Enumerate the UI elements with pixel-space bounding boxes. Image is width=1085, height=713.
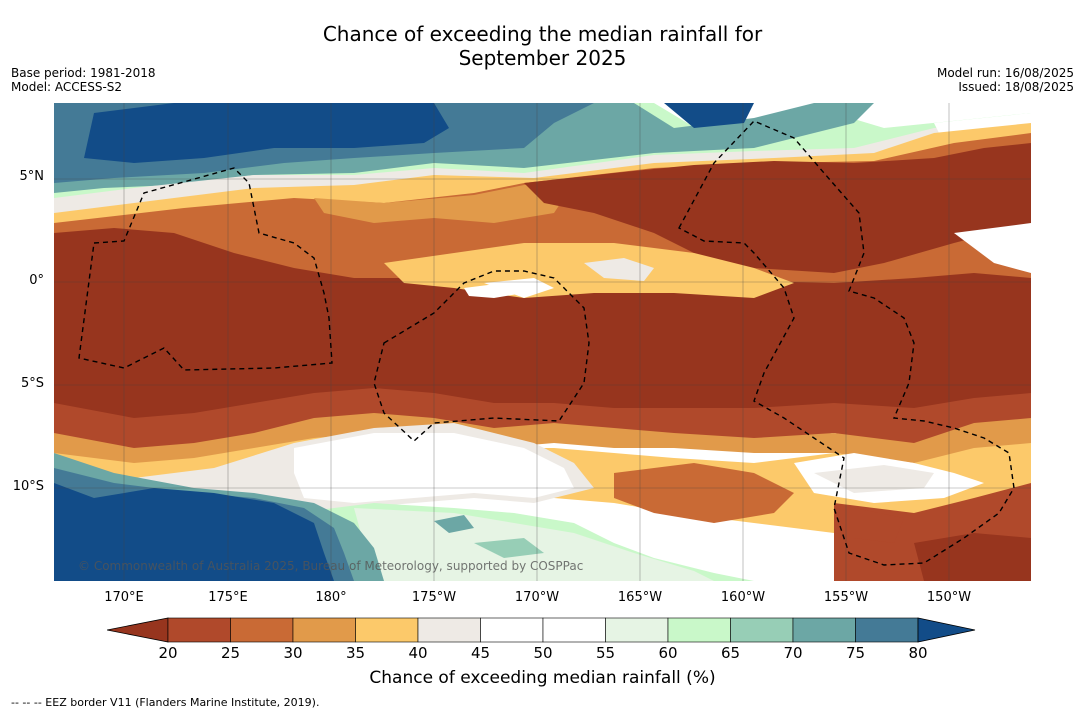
colorbar-segment — [667, 617, 731, 643]
region-orange-south — [54, 413, 1031, 468]
lat-label-0: 0° — [29, 273, 44, 288]
lat-label-5n: 5°N — [19, 169, 45, 184]
eez-border-east — [678, 120, 1015, 566]
lat-label-10s: 10°S — [12, 479, 44, 494]
colorbar — [107, 617, 976, 643]
region-orange-southeast — [614, 463, 794, 523]
eez-border-west — [78, 167, 333, 371]
colorbar-tick-label: 50 — [533, 644, 553, 662]
region-south-teal-patch — [434, 515, 474, 533]
colorbar-arrow-high — [917, 617, 976, 643]
lon-label-170w: 170°W — [514, 590, 560, 605]
colorbar-tick-label: 70 — [783, 644, 803, 662]
model-run-text: Model run: 16/08/2025 — [936, 66, 1074, 80]
region-north-darkblue — [84, 103, 449, 163]
region-darkred-west — [54, 228, 1031, 438]
map-title: Chance of exceeding the median rainfall … — [0, 22, 1085, 70]
colorbar-tick-label: 80 — [908, 644, 928, 662]
colorbar-segment — [292, 617, 356, 643]
lon-label-180: 180° — [315, 590, 347, 605]
colorbar-tick-label: 65 — [720, 644, 741, 662]
lat-label-5s: 5°S — [20, 376, 44, 391]
region-white-equator-3 — [484, 278, 554, 298]
region-beige-south-east — [814, 465, 934, 493]
lon-label-150w: 150°W — [926, 590, 972, 605]
meta-right: Model run: 16/08/2025 Issued: 18/08/2025 — [937, 66, 1074, 94]
colorbar-segment — [167, 617, 231, 643]
colorbar-segment — [480, 617, 544, 643]
region-south-teal-patch-2 — [474, 538, 544, 558]
region-white-equator-1 — [584, 258, 654, 281]
colorbar-tick-label: 60 — [658, 644, 678, 662]
lon-label-175w: 175°W — [411, 590, 457, 605]
model-text: Model: ACCESS-S2 — [11, 80, 123, 94]
lon-label-165w: 165°W — [617, 590, 663, 605]
colorbar-segment — [605, 617, 669, 643]
eez-footnote: -- -- -- EEZ border V11 (Flanders Marine… — [11, 696, 320, 709]
eez-border-central — [373, 270, 590, 442]
copyright-text: © Commonwealth of Australia 2025, Bureau… — [78, 559, 584, 573]
colorbar-tick-label: 35 — [345, 644, 366, 662]
issued-text: Issued: 18/08/2025 — [958, 80, 1074, 94]
rainfall-map — [54, 103, 1031, 581]
colorbar-tick-label: 40 — [408, 644, 428, 662]
colorbar-segment — [417, 617, 481, 643]
colorbar-tick-label: 20 — [158, 644, 178, 662]
eez-borders — [78, 120, 1015, 566]
colorbar-segment — [230, 617, 294, 643]
region-yellow-equator — [384, 243, 794, 298]
meta-left: Base period: 1981-2018 Model: ACCESS-S2 — [11, 66, 156, 94]
colorbar-segment — [542, 617, 606, 643]
base-period-text: Base period: 1981-2018 — [11, 66, 156, 80]
title-line-2: September 2025 — [458, 46, 627, 70]
region-red-southeast-2 — [854, 508, 904, 543]
region-lightorange-north — [314, 183, 574, 223]
region-white-east — [954, 223, 1031, 273]
lon-label-175e: 175°E — [208, 590, 248, 605]
colorbar-tick-label: 45 — [470, 644, 491, 662]
colorbar-arrow-low — [107, 617, 169, 643]
colorbar-segment — [792, 617, 856, 643]
region-darkred-north — [524, 143, 1031, 273]
colorbar-tick-label: 25 — [220, 644, 241, 662]
colorbar-tick-label: 75 — [845, 644, 866, 662]
title-line-1: Chance of exceeding the median rainfall … — [322, 22, 763, 46]
colorbar-tick-label: 55 — [595, 644, 616, 662]
colorbar-segment — [730, 617, 794, 643]
graticule — [54, 103, 1031, 581]
colorbar-segment — [855, 617, 919, 643]
colorbar-label: Chance of exceeding median rainfall (%) — [369, 668, 716, 688]
colorbar-tick-label: 30 — [283, 644, 303, 662]
region-darkred-southeast — [914, 533, 1031, 581]
region-north-darkblue-2 — [664, 103, 754, 128]
lon-label-160w: 160°W — [720, 590, 766, 605]
colorbar-segment — [355, 617, 419, 643]
lon-label-155w: 155°W — [823, 590, 869, 605]
lon-label-170e: 170°E — [104, 590, 144, 605]
